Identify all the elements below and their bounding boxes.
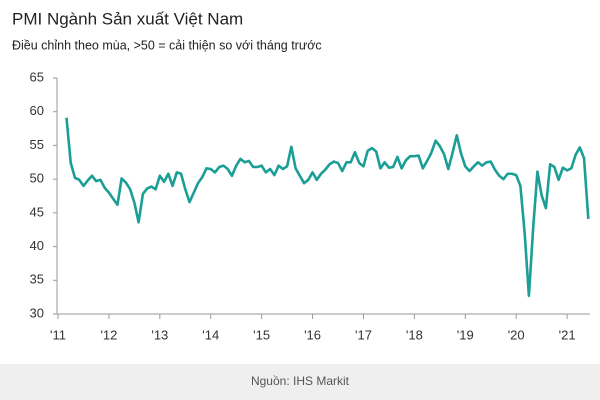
x-tick-label: '18 bbox=[406, 327, 423, 342]
y-tick-label: 40 bbox=[30, 238, 44, 253]
x-tick-label: '13 bbox=[151, 327, 168, 342]
chart-title: PMI Ngành Sản xuất Việt Nam bbox=[12, 9, 243, 28]
y-tick-label: 35 bbox=[30, 272, 44, 287]
footer-band bbox=[0, 364, 600, 400]
x-tick-label: '20 bbox=[508, 327, 525, 342]
pmi-line bbox=[65, 117, 590, 298]
y-tick-label: 30 bbox=[30, 305, 44, 320]
x-tick-label: '12 bbox=[100, 327, 117, 342]
chart-subtitle: Điều chỉnh theo mùa, >50 = cải thiện so … bbox=[12, 38, 322, 52]
x-tick-label: '11 bbox=[50, 327, 66, 342]
x-tick-label: '19 bbox=[457, 327, 474, 342]
x-tick-label: '15 bbox=[253, 327, 270, 342]
x-tick-label: '21 bbox=[559, 327, 576, 342]
y-tick-label: 65 bbox=[30, 69, 44, 84]
y-tick-label: 60 bbox=[30, 103, 44, 118]
x-tick-label: '14 bbox=[202, 327, 219, 342]
y-tick-label: 50 bbox=[30, 171, 44, 186]
source: Nguồn: IHS Markit bbox=[251, 374, 350, 388]
y-tick-label: 45 bbox=[30, 204, 44, 219]
x-tick-label: '16 bbox=[304, 327, 321, 342]
y-tick-label: 55 bbox=[30, 137, 44, 152]
x-tick-label: '17 bbox=[355, 327, 372, 342]
